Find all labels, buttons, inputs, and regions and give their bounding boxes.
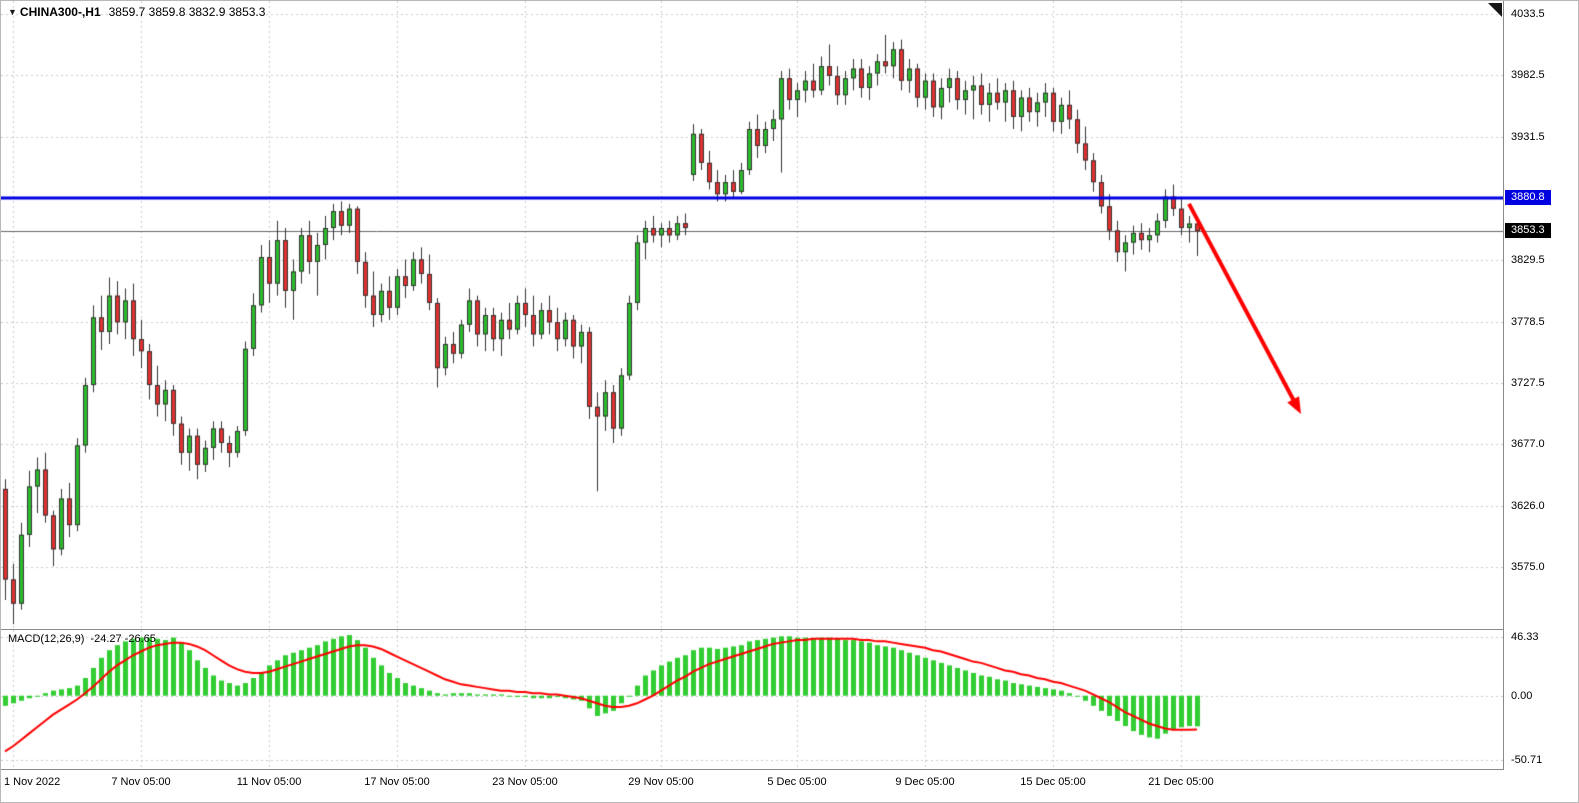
price-axis-label: 3727.5 [1511,377,1545,390]
time-axis-label: 29 Nov 05:00 [628,776,694,788]
candlestick-chart-canvas[interactable] [1,1,1503,629]
macd-chart-canvas[interactable] [1,630,1503,769]
time-axis-label: 23 Nov 05:00 [492,776,558,788]
time-axis-label: 7 Nov 05:00 [111,776,171,788]
ohlc-values: 3859.7 3859.8 3832.9 3853.3 [108,5,266,19]
macd-axis-label: 46.33 [1511,631,1539,644]
time-axis-label: 5 Dec 05:00 [767,776,827,788]
macd-axis-label: 0.00 [1511,689,1533,702]
chart-title: ▼ CHINA300-,H1 3859.7 3859.8 3832.9 3853.3 [8,5,265,19]
price-axis-label: 3982.5 [1511,69,1545,82]
macd-values: -24.27 -26.65 [90,633,156,645]
time-axis-label: 15 Dec 05:00 [1020,776,1086,788]
price-axis-label: 3677.0 [1511,438,1545,451]
time-axis-label: 11 Nov 05:00 [236,776,302,788]
symbol-dropdown-icon[interactable]: ▼ [8,7,17,17]
current-price-badge: 3853.3 [1505,223,1551,239]
price-axis-label: 3575.0 [1511,561,1545,574]
chart-shift-marker-icon[interactable] [1488,3,1502,17]
time-axis-label: 9 Dec 05:00 [895,776,955,788]
price-axis-label: 4033.5 [1511,7,1545,20]
pane-separator[interactable] [1,629,1503,630]
macd-axis-label: -50.71 [1511,753,1543,766]
macd-name: MACD(12,26,9) [8,633,85,645]
time-axis-label: 17 Nov 05:00 [364,776,430,788]
time-axis[interactable]: 1 Nov 2022 7 Nov 05:00 11 Nov 05:00 17 Nov … [1,770,1578,802]
price-axis-label: 3778.5 [1511,315,1545,328]
price-axis-label: 3829.5 [1511,254,1545,267]
price-axis[interactable]: 3880.8 3853.3 4033.5 3982.5 3931.5 3829.5 37… [1503,1,1578,802]
time-axis-label: 1 Nov 2022 [4,776,61,788]
hline-price-badge[interactable]: 3880.8 [1505,190,1551,206]
price-axis-label: 3626.0 [1511,499,1545,512]
time-axis-label: 21 Dec 05:00 [1148,776,1214,788]
price-axis-label: 3931.5 [1511,130,1545,143]
time-axis-separator [1,769,1578,770]
symbol-period-label: CHINA300-,H1 [19,5,101,19]
macd-indicator-label: MACD(12,26,9) -24.27 -26.65 [8,633,156,645]
